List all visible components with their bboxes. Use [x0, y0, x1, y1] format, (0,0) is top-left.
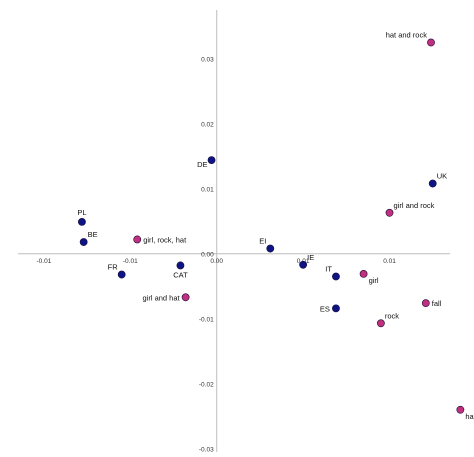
data-label: girl and hat	[143, 293, 181, 302]
data-label: PL	[77, 208, 86, 217]
data-label: FR	[108, 263, 119, 272]
data-label: hat	[465, 412, 474, 421]
data-label: IE	[307, 253, 314, 262]
data-label: rock	[385, 311, 399, 320]
data-label: DE	[197, 160, 207, 169]
data-label: girl, rock, hat	[143, 235, 187, 244]
data-label: EI	[259, 237, 266, 246]
data-point	[79, 238, 88, 246]
x-tick-label: -0.01	[123, 258, 138, 265]
data-label: hat and rock	[386, 31, 428, 40]
x-tick-label: -0.01	[37, 258, 52, 265]
data-point	[78, 217, 86, 226]
data-label: ES	[320, 304, 330, 313]
y-tick-label: 0.00	[201, 251, 214, 258]
data-point	[376, 319, 385, 328]
data-label: UK	[437, 172, 447, 181]
x-tick-label: 0.01	[383, 258, 396, 265]
data-point	[133, 235, 142, 244]
data-point	[176, 261, 185, 270]
y-tick-label: -0.03	[199, 446, 214, 453]
data-point	[428, 179, 437, 188]
data-label: fall	[432, 299, 442, 308]
data-label: girl	[369, 276, 379, 285]
data-point	[117, 270, 126, 279]
data-point	[207, 156, 216, 165]
data-point	[421, 299, 430, 308]
data-point	[385, 208, 394, 217]
data-label: CAT	[173, 270, 188, 279]
data-label: girl and rock	[394, 201, 435, 210]
data-point	[332, 272, 340, 281]
y-tick-label: -0.02	[199, 381, 214, 388]
y-tick-label: 0.02	[201, 121, 214, 128]
y-tick-labels: 0.03 0.02 0.01 0.00 -0.01 -0.02 -0.03	[199, 56, 214, 453]
data-point	[332, 304, 340, 313]
data-label: IT	[325, 265, 332, 274]
data-point	[427, 38, 435, 47]
data-point	[456, 405, 465, 414]
data-point	[359, 269, 368, 278]
x-tick-label: 0.00	[210, 258, 223, 265]
point-labels: PL BE FR CAT DE EI IE IT ES UK girl, rock, hat girl…	[77, 31, 474, 421]
x-tick-labels: -0.01-0.010.000.010.01	[37, 258, 397, 265]
data-label: BE	[88, 230, 98, 239]
y-tick-label: -0.01	[199, 316, 214, 323]
y-tick-label: 0.01	[201, 186, 214, 193]
data-point	[266, 244, 275, 253]
data-points	[78, 38, 465, 414]
y-tick-label: 0.03	[201, 56, 214, 63]
data-point	[181, 293, 190, 302]
data-point	[299, 260, 308, 269]
